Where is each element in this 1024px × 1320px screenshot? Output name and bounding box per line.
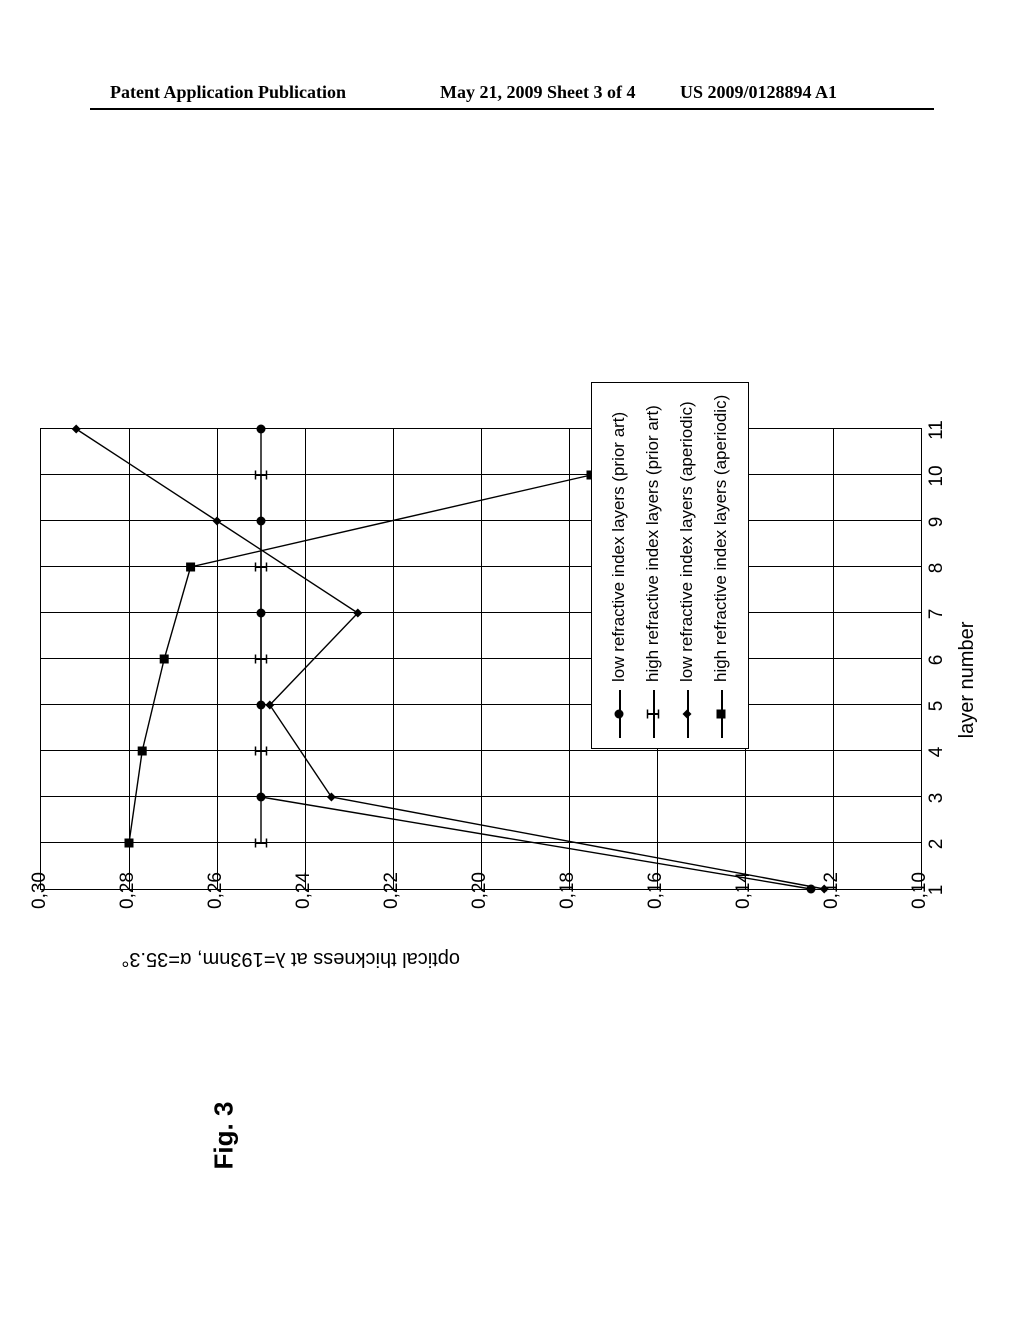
legend-marker-icon: [711, 690, 731, 738]
legend-item: high refractive index layers (prior art): [636, 395, 670, 738]
legend-marker-icon: [677, 690, 697, 738]
x-tick-label: 9: [926, 517, 948, 528]
legend-item: low refractive index layers (prior art): [602, 395, 636, 738]
y-axis-label: optical thickness at λ=193nm, α=35.3°: [121, 947, 460, 970]
chart: optical thickness at λ=193nm, α=35.3° la…: [20, 400, 1020, 960]
legend-item: low refractive index layers (aperiodic): [670, 395, 704, 738]
x-tick-label: 5: [926, 701, 948, 712]
legend-label: low refractive index layers (aperiodic): [677, 401, 697, 682]
series-line: [129, 475, 591, 843]
x-tick-label: 11: [926, 420, 948, 440]
x-tick-label: 2: [926, 839, 948, 850]
chart-series: [41, 429, 921, 889]
x-tick-label: 10: [926, 465, 948, 486]
x-tick-label: 3: [926, 793, 948, 804]
header-right: US 2009/0128894 A1: [680, 82, 837, 103]
legend-item: high refractive index layers (aperiodic): [704, 395, 738, 738]
legend-marker-icon: [643, 690, 663, 738]
legend-label: high refractive index layers (prior art): [643, 405, 663, 682]
legend-label: high refractive index layers (aperiodic): [711, 395, 731, 682]
header-rule: [90, 108, 934, 110]
x-axis-label: layer number: [956, 622, 979, 739]
figure-label: Fig. 3: [208, 1102, 239, 1170]
x-tick-label: 6: [926, 655, 948, 666]
x-tick-label: 8: [926, 563, 948, 574]
legend-marker-icon: [609, 690, 629, 738]
header-mid: May 21, 2009 Sheet 3 of 4: [440, 82, 635, 103]
legend-label: low refractive index layers (prior art): [609, 412, 629, 682]
plot-area: low refractive index layers (prior art)h…: [40, 428, 922, 890]
chart-legend: low refractive index layers (prior art) h…: [591, 382, 749, 749]
x-tick-label: 4: [926, 747, 948, 758]
x-tick-label: 7: [926, 609, 948, 620]
x-tick-label: 1: [926, 885, 948, 896]
header-left: Patent Application Publication: [110, 82, 346, 103]
